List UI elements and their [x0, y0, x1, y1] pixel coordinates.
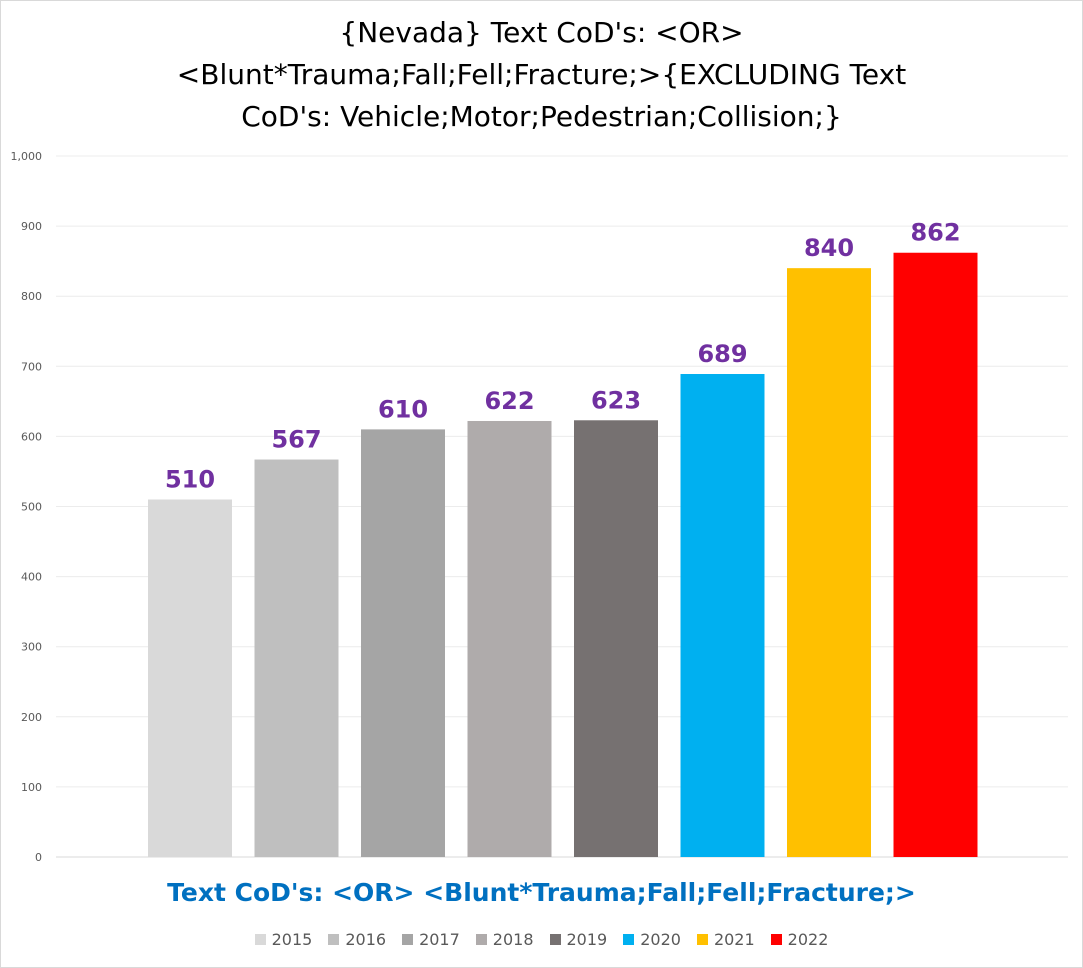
- legend-swatch: [402, 934, 414, 945]
- legend-item-2019: 2019: [549, 930, 608, 949]
- y-tick-label: 300: [21, 641, 42, 654]
- legend-item-2018: 2018: [475, 930, 534, 949]
- y-tick-label: 800: [21, 290, 42, 303]
- data-label-2017: 610: [378, 395, 428, 423]
- legend-label: 2017: [419, 930, 460, 949]
- bar-2017: [361, 429, 445, 857]
- data-label-2015: 510: [165, 465, 215, 493]
- legend-label: 2019: [566, 930, 608, 949]
- y-tick-label: 900: [21, 220, 42, 233]
- y-tick-label: 0: [35, 851, 42, 864]
- legend-item-2022: 2022: [770, 930, 829, 949]
- bar-2022: [893, 252, 978, 857]
- data-label-2022: 862: [910, 219, 960, 247]
- legend-item-2015: 2015: [254, 930, 313, 949]
- legend-item-2016: 2016: [328, 930, 386, 949]
- bar-2019: [574, 420, 658, 857]
- legend-swatch: [475, 934, 487, 945]
- chart-title-line-2: <Blunt*Trauma;Fall;Fell;Fracture;>{EXCLU…: [176, 58, 907, 91]
- y-tick-label: 200: [21, 711, 42, 724]
- chart-title: {Nevada} Text CoD's: <OR> <Blunt*Trauma;…: [80, 12, 1003, 138]
- legend-swatch: [770, 934, 782, 945]
- x-axis-label: Text CoD's: <OR> <Blunt*Trauma;Fall;Fell…: [167, 878, 916, 907]
- legend-swatch: [623, 934, 635, 945]
- data-label-2018: 622: [484, 387, 534, 415]
- y-tick-label: 100: [21, 781, 42, 794]
- legend-swatch: [328, 934, 340, 945]
- bar-2015: [148, 499, 232, 857]
- legend-label: 2022: [787, 930, 829, 949]
- legend-swatch: [254, 934, 266, 945]
- chart-legend: 2015 2016 2017 2018 2019 2020 2021 2022: [0, 930, 1083, 949]
- y-tick-label: 600: [21, 430, 42, 443]
- bar-2020: [680, 374, 765, 857]
- data-label-2019: 623: [591, 386, 641, 414]
- y-tick-label: 1,000: [11, 150, 43, 163]
- legend-item-2020: 2020: [623, 930, 681, 949]
- y-tick-label: 400: [21, 571, 42, 584]
- bar-2016: [254, 459, 339, 857]
- legend-swatch: [696, 934, 708, 945]
- legend-label: 2020: [640, 930, 681, 949]
- legend-label: 2015: [271, 930, 313, 949]
- legend-label: 2021: [713, 930, 755, 949]
- bar-2021: [787, 268, 871, 857]
- y-tick-label: 700: [21, 360, 42, 373]
- data-label-2016: 567: [271, 426, 321, 454]
- chart-title-line-1: {Nevada} Text CoD's: <OR>: [339, 16, 744, 49]
- legend-item-2017: 2017: [402, 930, 460, 949]
- legend-label: 2016: [345, 930, 387, 949]
- chart-title-line-3: CoD's: Vehicle;Motor;Pedestrian;Collisio…: [241, 100, 842, 133]
- legend-item-2021: 2021: [696, 930, 755, 949]
- data-label-2020: 689: [697, 340, 747, 368]
- data-label-2021: 840: [804, 234, 854, 262]
- legend-label: 2018: [492, 930, 534, 949]
- y-tick-label: 500: [21, 501, 42, 514]
- legend-swatch: [549, 934, 561, 945]
- bar-2018: [467, 420, 552, 857]
